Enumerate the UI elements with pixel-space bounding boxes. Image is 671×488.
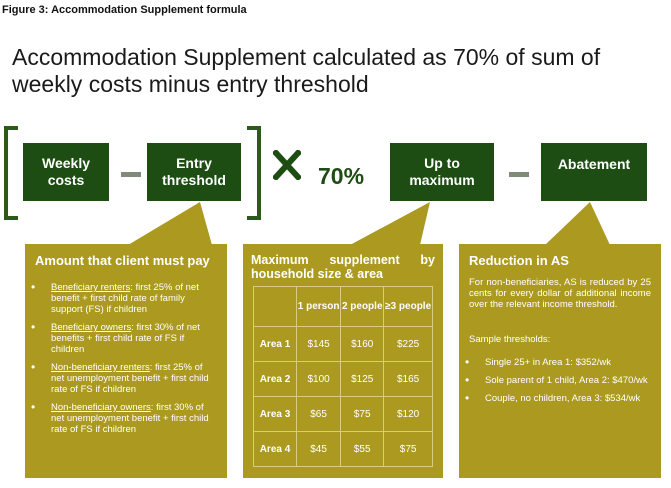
table-cell: $165 [383, 361, 433, 397]
list-item: Sole parent of 1 child, Area 2: $470/wk [459, 375, 651, 386]
table-cell: $160 [340, 326, 385, 362]
maximum-supplement-panel: Maximum supplement by household size & a… [243, 244, 443, 478]
entry-threshold-box: Entry threshold [147, 143, 241, 201]
figure-caption: Figure 3: Accommodation Supplement formu… [2, 4, 247, 16]
list-item: Non-beneficiary renters: first 25% of ne… [25, 362, 209, 395]
entry-threshold-label: Entry threshold [162, 155, 226, 188]
reduction-description: For non-beneficiaries, AS is reduced by … [469, 277, 651, 310]
right-bracket [247, 126, 261, 220]
callout-pointers [128, 202, 610, 245]
headline: Accommodation Supplement calculated as 7… [12, 44, 601, 97]
panel-reduction-title: Reduction in AS [469, 253, 569, 268]
table-row: Area 2 $100 $125 $165 [253, 361, 433, 397]
column-header: ≥3 people [383, 286, 433, 327]
up-to-maximum-box: Up to maximum [390, 143, 494, 201]
table-row: Area 3 $65 $75 $120 [253, 396, 433, 432]
row-header: Area 2 [253, 361, 297, 397]
minus-icon [121, 172, 141, 177]
table-cell: $55 [340, 431, 385, 467]
pointer-max [350, 202, 430, 245]
table-cell: $75 [383, 431, 433, 467]
list-item: Couple, no children, Area 3: $534/wk [459, 393, 651, 404]
max-supplement-table: 1 person 2 people ≥3 people Area 1 $145 … [253, 286, 433, 467]
column-header: 2 people [340, 286, 385, 327]
list-item: Beneficiary owners: first 30% of net ben… [25, 322, 209, 355]
table-cell: $145 [295, 326, 342, 362]
row-header: Area 3 [253, 396, 297, 432]
table-cell: $65 [295, 396, 342, 432]
list-item: Single 25+ in Area 1: $352/wk [459, 357, 651, 368]
left-bracket [4, 126, 18, 220]
panel-max-title: Maximum supplement by household size & a… [251, 253, 435, 281]
table-cell: $125 [340, 361, 385, 397]
list-item: Beneficiary renters: first 25% of net be… [25, 282, 209, 315]
panel-pay-title: Amount that client must pay [35, 253, 210, 268]
up-to-maximum-label: Up to maximum [409, 155, 475, 188]
reduction-panel: Reduction in AS For non-beneficiaries, A… [459, 244, 661, 478]
table-row: Area 1 $145 $160 $225 [253, 326, 433, 362]
amount-client-pays-panel: Amount that client must pay Beneficiary … [25, 244, 227, 478]
row-header: Area 4 [253, 431, 297, 467]
minus-icon [509, 172, 529, 177]
multiplier-value: 70% [318, 163, 365, 189]
multiply-icon [273, 150, 301, 180]
table-cell: $100 [295, 361, 342, 397]
table-cell: $225 [383, 326, 433, 362]
table-corner [253, 286, 297, 327]
sample-list: Single 25+ in Area 1: $352/wk Sole paren… [459, 357, 661, 404]
table-cell: $75 [340, 396, 385, 432]
column-header: 1 person [295, 286, 342, 327]
table-cell: $45 [295, 431, 342, 467]
pointer-pay [128, 202, 212, 245]
abatement-box: Abatement [541, 143, 647, 201]
abatement-label: Abatement [557, 156, 631, 172]
table-row: Area 4 $45 $55 $75 [253, 431, 433, 467]
sample-heading: Sample thresholds: [469, 334, 551, 345]
pay-list: Beneficiary renters: first 25% of net be… [25, 282, 227, 435]
pointer-reduction [545, 202, 610, 245]
weekly-costs-label: Weekly costs [42, 155, 90, 188]
row-header: Area 1 [253, 326, 297, 362]
list-item: Non-beneficiary owners: first 30% of net… [25, 402, 209, 435]
table-cell: $120 [383, 396, 433, 432]
weekly-costs-box: Weekly costs [23, 143, 109, 201]
